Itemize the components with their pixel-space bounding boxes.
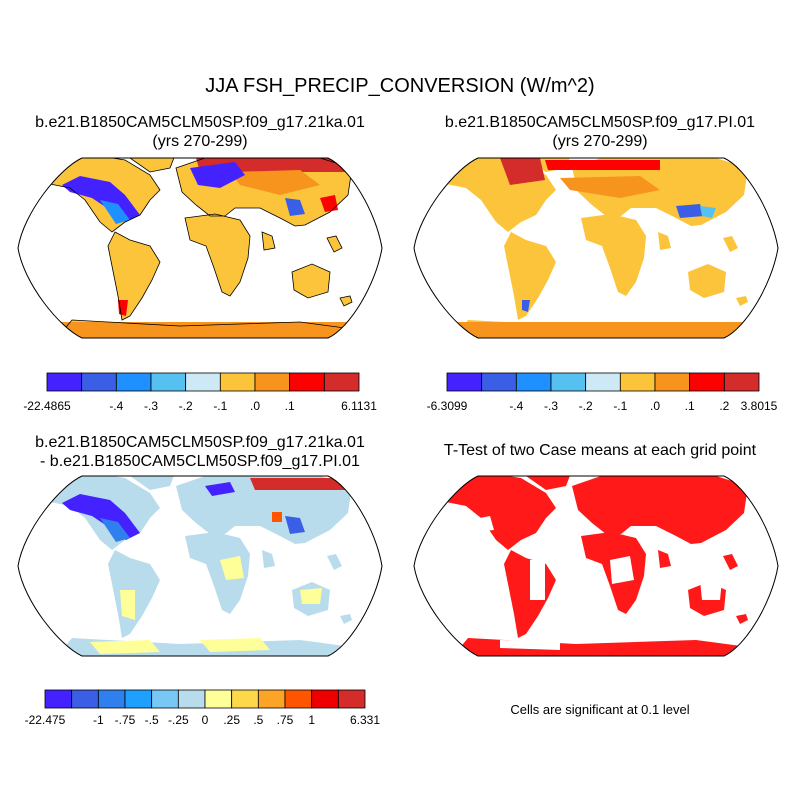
colorbar-1: -22.4865 -.4 -.3 -.2 -.1 .0 .1 6.1131 [23, 372, 377, 413]
colorbar-2-tick-label: .1 [685, 399, 695, 413]
colorbar-3-tick-label: 0 [202, 713, 209, 727]
colorbar-1-box-5 [219, 372, 256, 392]
colorbar-2-tick-label: -.4 [509, 399, 523, 413]
panel-3-title: b.e21.B1850CAM5CLM50SP.f09_g17.21ka.01 -… [0, 433, 400, 471]
main-title: JJA FSH_PRECIP_CONVERSION (W/m^2) [205, 75, 595, 97]
colorbar-3-tick-label: -.75 [115, 713, 136, 727]
colorbar-3-box-2 [97, 689, 126, 709]
colorbar-2-tick-label: -.2 [579, 399, 593, 413]
panel-3-title-line1: b.e21.B1850CAM5CLM50SP.f09_g17.21ka.01 [35, 434, 365, 451]
colorbar-2-tick-label: .2 [719, 399, 729, 413]
colorbar-1-tick-label: 6.1131 [341, 399, 377, 413]
colorbar-3-box-4 [151, 689, 179, 709]
colorbar-3-box-6 [204, 689, 233, 709]
colorbar-1-tick-label: .1 [285, 399, 295, 413]
colorbar-2-box-8 [723, 372, 760, 392]
colorbar-2-box-1 [481, 372, 517, 392]
map-4-outline [413, 475, 779, 657]
colorbar-1-box-7 [289, 372, 325, 392]
panel-3-title-line2: - b.e21.B1850CAM5CLM50SP.f09_g17.PI.01 [40, 453, 360, 470]
map-1-outline [17, 157, 383, 339]
colorbar-3-box-0 [44, 689, 73, 709]
colorbar-3-box-1 [71, 689, 99, 709]
colorbar-1-box-6 [254, 372, 291, 392]
map-panel-2 [413, 157, 779, 339]
map-2-field [428, 158, 748, 338]
colorbar-1-box-1 [81, 372, 117, 392]
map-2-outline [413, 157, 779, 339]
colorbar-2-tick-label: -6.3099 [427, 399, 468, 413]
colorbar-2-tick-label: -.3 [544, 399, 558, 413]
colorbar-3-tick-label: -1 [93, 713, 104, 727]
colorbar-1-box-8 [323, 372, 360, 392]
map-4-field [428, 476, 748, 656]
panel-1-title-line2: (yrs 270-299) [152, 133, 248, 150]
map-panel-3 [17, 475, 383, 657]
panel-2-title-line1: b.e21.B1850CAM5CLM50SP.f09_g17.PI.01 [444, 114, 756, 131]
colorbar-1-tick-label: .0 [250, 399, 260, 413]
map-panel-4 [413, 475, 779, 657]
colorbar-3-box-7 [231, 689, 259, 709]
colorbar-3-box-11 [337, 689, 366, 709]
colorbar-1-tick-label: -.3 [144, 399, 158, 413]
panel-4-title-line1: T-Test of two Case means at each grid po… [443, 442, 757, 459]
colorbar-2-box-2 [515, 372, 552, 392]
colorbar-1-box-4 [185, 372, 221, 392]
colorbar-1-tick-label: -.1 [213, 399, 227, 413]
colorbar-1-tick-label: -.4 [109, 399, 123, 413]
colorbar-3-box-5 [177, 689, 206, 709]
colorbar-2-box-6 [654, 372, 691, 392]
colorbar-3-tick-label: 1 [308, 713, 315, 727]
map-panel-1 [17, 157, 383, 339]
panel-2-title: b.e21.B1850CAM5CLM50SP.f09_g17.PI.01 (yr… [400, 113, 800, 151]
colorbar-3: -22.475 -1 -.75 -.5 -.25 0 .25 .5 .75 1 6.331 [25, 689, 380, 727]
colorbar-3-tick-label: .25 [223, 713, 240, 727]
colorbar-3-box-8 [257, 689, 286, 709]
colorbar-2-tick-label: .0 [650, 399, 660, 413]
colorbar-2-box-4 [585, 372, 621, 392]
panel-1-title-line1: b.e21.B1850CAM5CLM50SP.f09_g17.21ka.01 [35, 114, 365, 131]
significance-note: Cells are significant at 0.1 level [510, 702, 690, 717]
colorbar-3-tick-label: .75 [277, 713, 294, 727]
map-1-field [32, 158, 360, 338]
colorbar-2-box-0 [446, 372, 483, 392]
colorbar-3-box-3 [124, 689, 153, 709]
colorbar-2-box-7 [689, 372, 725, 392]
colorbar-3-tick-label: -.5 [145, 713, 159, 727]
colorbar-3-tick-label: .5 [253, 713, 263, 727]
colorbar-2: -6.3099 -.4 -.3 -.2 -.1 .0 .1 .2 3.8015 [427, 372, 778, 413]
colorbar-2-box-5 [619, 372, 656, 392]
colorbar-2-box-3 [550, 372, 587, 392]
colorbar-3-box-10 [311, 689, 339, 709]
colorbar-1-box-0 [46, 372, 83, 392]
colorbar-1-box-2 [115, 372, 152, 392]
colorbar-3-box-9 [284, 689, 313, 709]
map-3-outline [17, 475, 383, 657]
colorbar-3-tick-label: 6.331 [350, 713, 380, 727]
map-3-field [32, 476, 352, 656]
colorbar-2-tick-label: -.1 [613, 399, 627, 413]
colorbar-3-tick-label: -22.475 [25, 713, 66, 727]
panel-2-title-line2: (yrs 270-299) [552, 133, 648, 150]
colorbar-3-tick-label: -.25 [168, 713, 189, 727]
panel-1-title: b.e21.B1850CAM5CLM50SP.f09_g17.21ka.01 (… [0, 113, 400, 151]
colorbar-1-box-3 [150, 372, 187, 392]
colorbar-1-tick-label: -22.4865 [23, 399, 71, 413]
panel-4-title: T-Test of two Case means at each grid po… [400, 441, 800, 460]
colorbar-1-tick-label: -.2 [179, 399, 193, 413]
colorbar-2-tick-label: 3.8015 [741, 399, 778, 413]
